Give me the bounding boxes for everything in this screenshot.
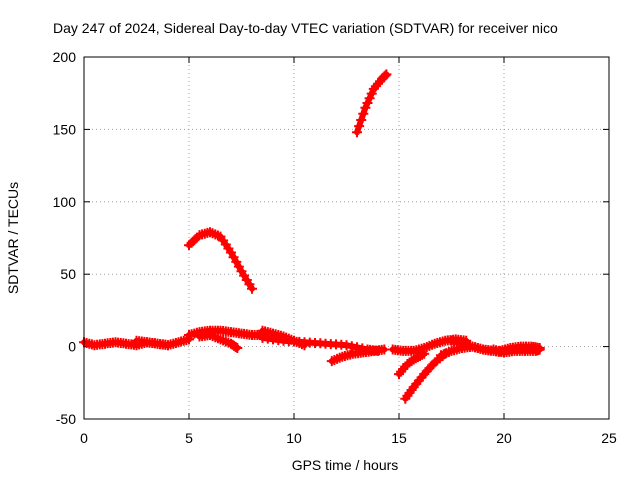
data-point (354, 121, 365, 132)
y-tick-label: 150 (53, 121, 77, 137)
series-arc-7 (326, 344, 390, 367)
series-group (79, 69, 545, 404)
series-arc-2 (131, 335, 173, 351)
x-tick-label: 15 (391, 430, 407, 446)
x-tick-label: 0 (80, 430, 88, 446)
data-point (362, 98, 373, 108)
data-point (352, 127, 362, 138)
data-point (381, 69, 392, 80)
y-axis-label: SDTVAR / TECUs (5, 182, 21, 294)
plot-frame (83, 56, 610, 420)
y-tick-label: 0 (68, 339, 76, 355)
x-tick-label: 10 (286, 430, 302, 446)
x-tick-label: 20 (496, 430, 512, 446)
grid-lines (84, 57, 609, 419)
x-axis-label: GPS time / hours (292, 457, 399, 473)
series-arc-9 (184, 227, 257, 294)
y-tick-label: 100 (53, 194, 77, 210)
data-point (358, 108, 369, 119)
data-point (419, 348, 430, 359)
data-point (379, 344, 390, 355)
series-arc-8 (352, 69, 392, 138)
data-point (232, 343, 243, 353)
data-point (364, 93, 375, 104)
x-tick-label: 25 (601, 430, 617, 446)
x-tick-label: 5 (185, 430, 193, 446)
y-tick-label: -50 (56, 411, 76, 427)
series-arc-16 (488, 344, 545, 358)
data-point (366, 88, 377, 99)
y-tick-label: 50 (60, 266, 76, 282)
y-tick-label: 200 (53, 49, 77, 65)
data-point (360, 102, 371, 113)
data-point (417, 349, 428, 360)
chart-title: Day 247 of 2024, Sidereal Day-to-day VTE… (53, 20, 558, 36)
data-point (356, 115, 367, 125)
series-arc-11 (394, 348, 430, 380)
data-point (163, 340, 173, 351)
data-point (247, 283, 257, 294)
data-point (534, 344, 545, 355)
series-arc-4 (194, 330, 243, 353)
